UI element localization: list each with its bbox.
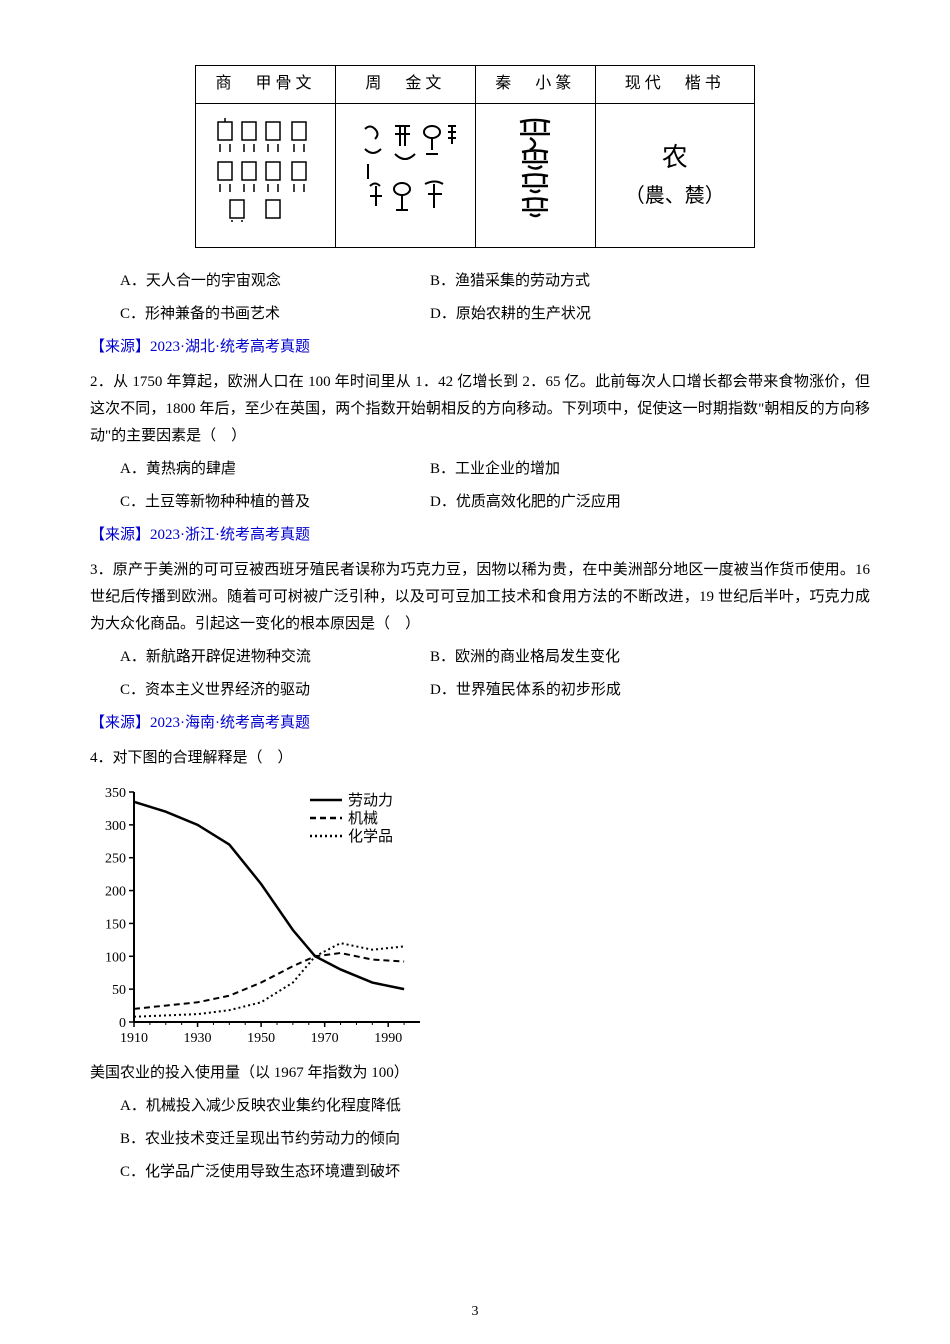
q4-option-b: B．农业技术变迁呈现出节约劳动力的倾向	[120, 1126, 870, 1153]
svg-text:化学品: 化学品	[348, 828, 393, 845]
q3-body: 原产于美洲的可可豆被西班牙殖民者误称为巧克力豆，因物以稀为贵，在中美洲部分地区一…	[90, 562, 870, 632]
seal-glyphs-icon	[500, 114, 570, 224]
table-header-modern: 现代 楷书	[595, 66, 754, 104]
table-header-qin: 秦 小篆	[475, 66, 595, 104]
q4-text: 4．对下图的合理解释是（ ）	[90, 745, 870, 772]
modern-char-variants: （農、辳）	[606, 178, 744, 214]
q2-option-a: A．黄热病的肆虐	[120, 456, 430, 483]
glyph-cell-modern: 农 （農、辳）	[595, 104, 754, 248]
q2-option-d: D．优质高效化肥的广泛应用	[430, 489, 870, 516]
q3-options-row1: A．新航路开辟促进物种交流 B．欧洲的商业格局发生变化	[120, 644, 870, 671]
q2-options-row1: A．黄热病的肆虐 B．工业企业的增加	[120, 456, 870, 483]
chart-container: 0 50 100 150 200 250 300 350 1910 1930 1950 1970 199…	[90, 782, 430, 1052]
q2-text: 2．从 1750 年算起，欧洲人口在 100 年时间里从 1．42 亿增长到 2…	[90, 369, 870, 450]
q2-number: 2．	[90, 374, 113, 390]
svg-text:100: 100	[105, 950, 126, 965]
q2-options-row2: C．土豆等新物种种植的普及 D．优质高效化肥的广泛应用	[120, 489, 870, 516]
q2-option-c: C．土豆等新物种种植的普及	[120, 489, 430, 516]
svg-text:200: 200	[105, 884, 126, 899]
q1-option-b: B．渔猎采集的劳动方式	[430, 268, 870, 295]
page-number: 3	[0, 1299, 950, 1324]
q1-options-row1: A．天人合一的宇宙观念 B．渔猎采集的劳动方式	[120, 268, 870, 295]
bronze-glyphs-icon	[350, 114, 460, 224]
q3-option-d: D．世界殖民体系的初步形成	[430, 677, 870, 704]
chart-caption: 美国农业的投入使用量（以 1967 年指数为 100）	[90, 1060, 870, 1087]
svg-text:劳动力: 劳动力	[348, 792, 393, 809]
svg-text:1950: 1950	[247, 1031, 275, 1046]
svg-text:0: 0	[119, 1016, 126, 1031]
table-header-shang: 商 甲骨文	[196, 66, 336, 104]
line-chart: 0 50 100 150 200 250 300 350 1910 1930 1950 1970 199…	[90, 782, 430, 1052]
script-evolution-table: 商 甲骨文 周 金文 秦 小篆 现代 楷书	[195, 65, 755, 248]
q3-option-a: A．新航路开辟促进物种交流	[120, 644, 430, 671]
q4-number: 4．	[90, 750, 113, 766]
q1-option-d: D．原始农耕的生产状况	[430, 301, 870, 328]
q4-option-c: C．化学品广泛使用导致生态环境遭到破坏	[120, 1159, 870, 1186]
q4-body: 对下图的合理解释是（ ）	[113, 750, 293, 766]
glyph-cell-bronze	[335, 104, 475, 248]
q3-text: 3．原产于美洲的可可豆被西班牙殖民者误称为巧克力豆，因物以稀为贵，在中美洲部分地…	[90, 557, 870, 638]
oracle-glyphs-icon	[210, 114, 320, 224]
q1-option-a: A．天人合一的宇宙观念	[120, 268, 430, 295]
q1-options-row2: C．形神兼备的书画艺术 D．原始农耕的生产状况	[120, 301, 870, 328]
q2-source: 【来源】2023·浙江·统考高考真题	[90, 522, 870, 549]
q1-option-c: C．形神兼备的书画艺术	[120, 301, 430, 328]
svg-text:250: 250	[105, 851, 126, 866]
svg-text:1930: 1930	[184, 1031, 212, 1046]
svg-text:150: 150	[105, 917, 126, 932]
q3-option-b: B．欧洲的商业格局发生变化	[430, 644, 870, 671]
svg-text:1910: 1910	[120, 1031, 148, 1046]
q3-source: 【来源】2023·海南·统考高考真题	[90, 710, 870, 737]
svg-text:50: 50	[112, 983, 126, 998]
svg-text:300: 300	[105, 818, 126, 833]
table-header-zhou: 周 金文	[335, 66, 475, 104]
glyph-cell-seal	[475, 104, 595, 248]
q2-option-b: B．工业企业的增加	[430, 456, 870, 483]
svg-text:机械: 机械	[348, 810, 378, 827]
q2-body: 从 1750 年算起，欧洲人口在 100 年时间里从 1．42 亿增长到 2．6…	[90, 374, 870, 444]
svg-text:350: 350	[105, 786, 126, 801]
q3-options-row2: C．资本主义世界经济的驱动 D．世界殖民体系的初步形成	[120, 677, 870, 704]
glyph-cell-oracle	[196, 104, 336, 248]
q3-number: 3．	[90, 562, 113, 578]
q4-option-a: A．机械投入减少反映农业集约化程度降低	[120, 1093, 870, 1120]
svg-text:1990: 1990	[374, 1031, 402, 1046]
q1-source: 【来源】2023·湖北·统考高考真题	[90, 334, 870, 361]
modern-char-main: 农	[606, 137, 744, 179]
svg-text:1970: 1970	[311, 1031, 339, 1046]
q3-option-c: C．资本主义世界经济的驱动	[120, 677, 430, 704]
